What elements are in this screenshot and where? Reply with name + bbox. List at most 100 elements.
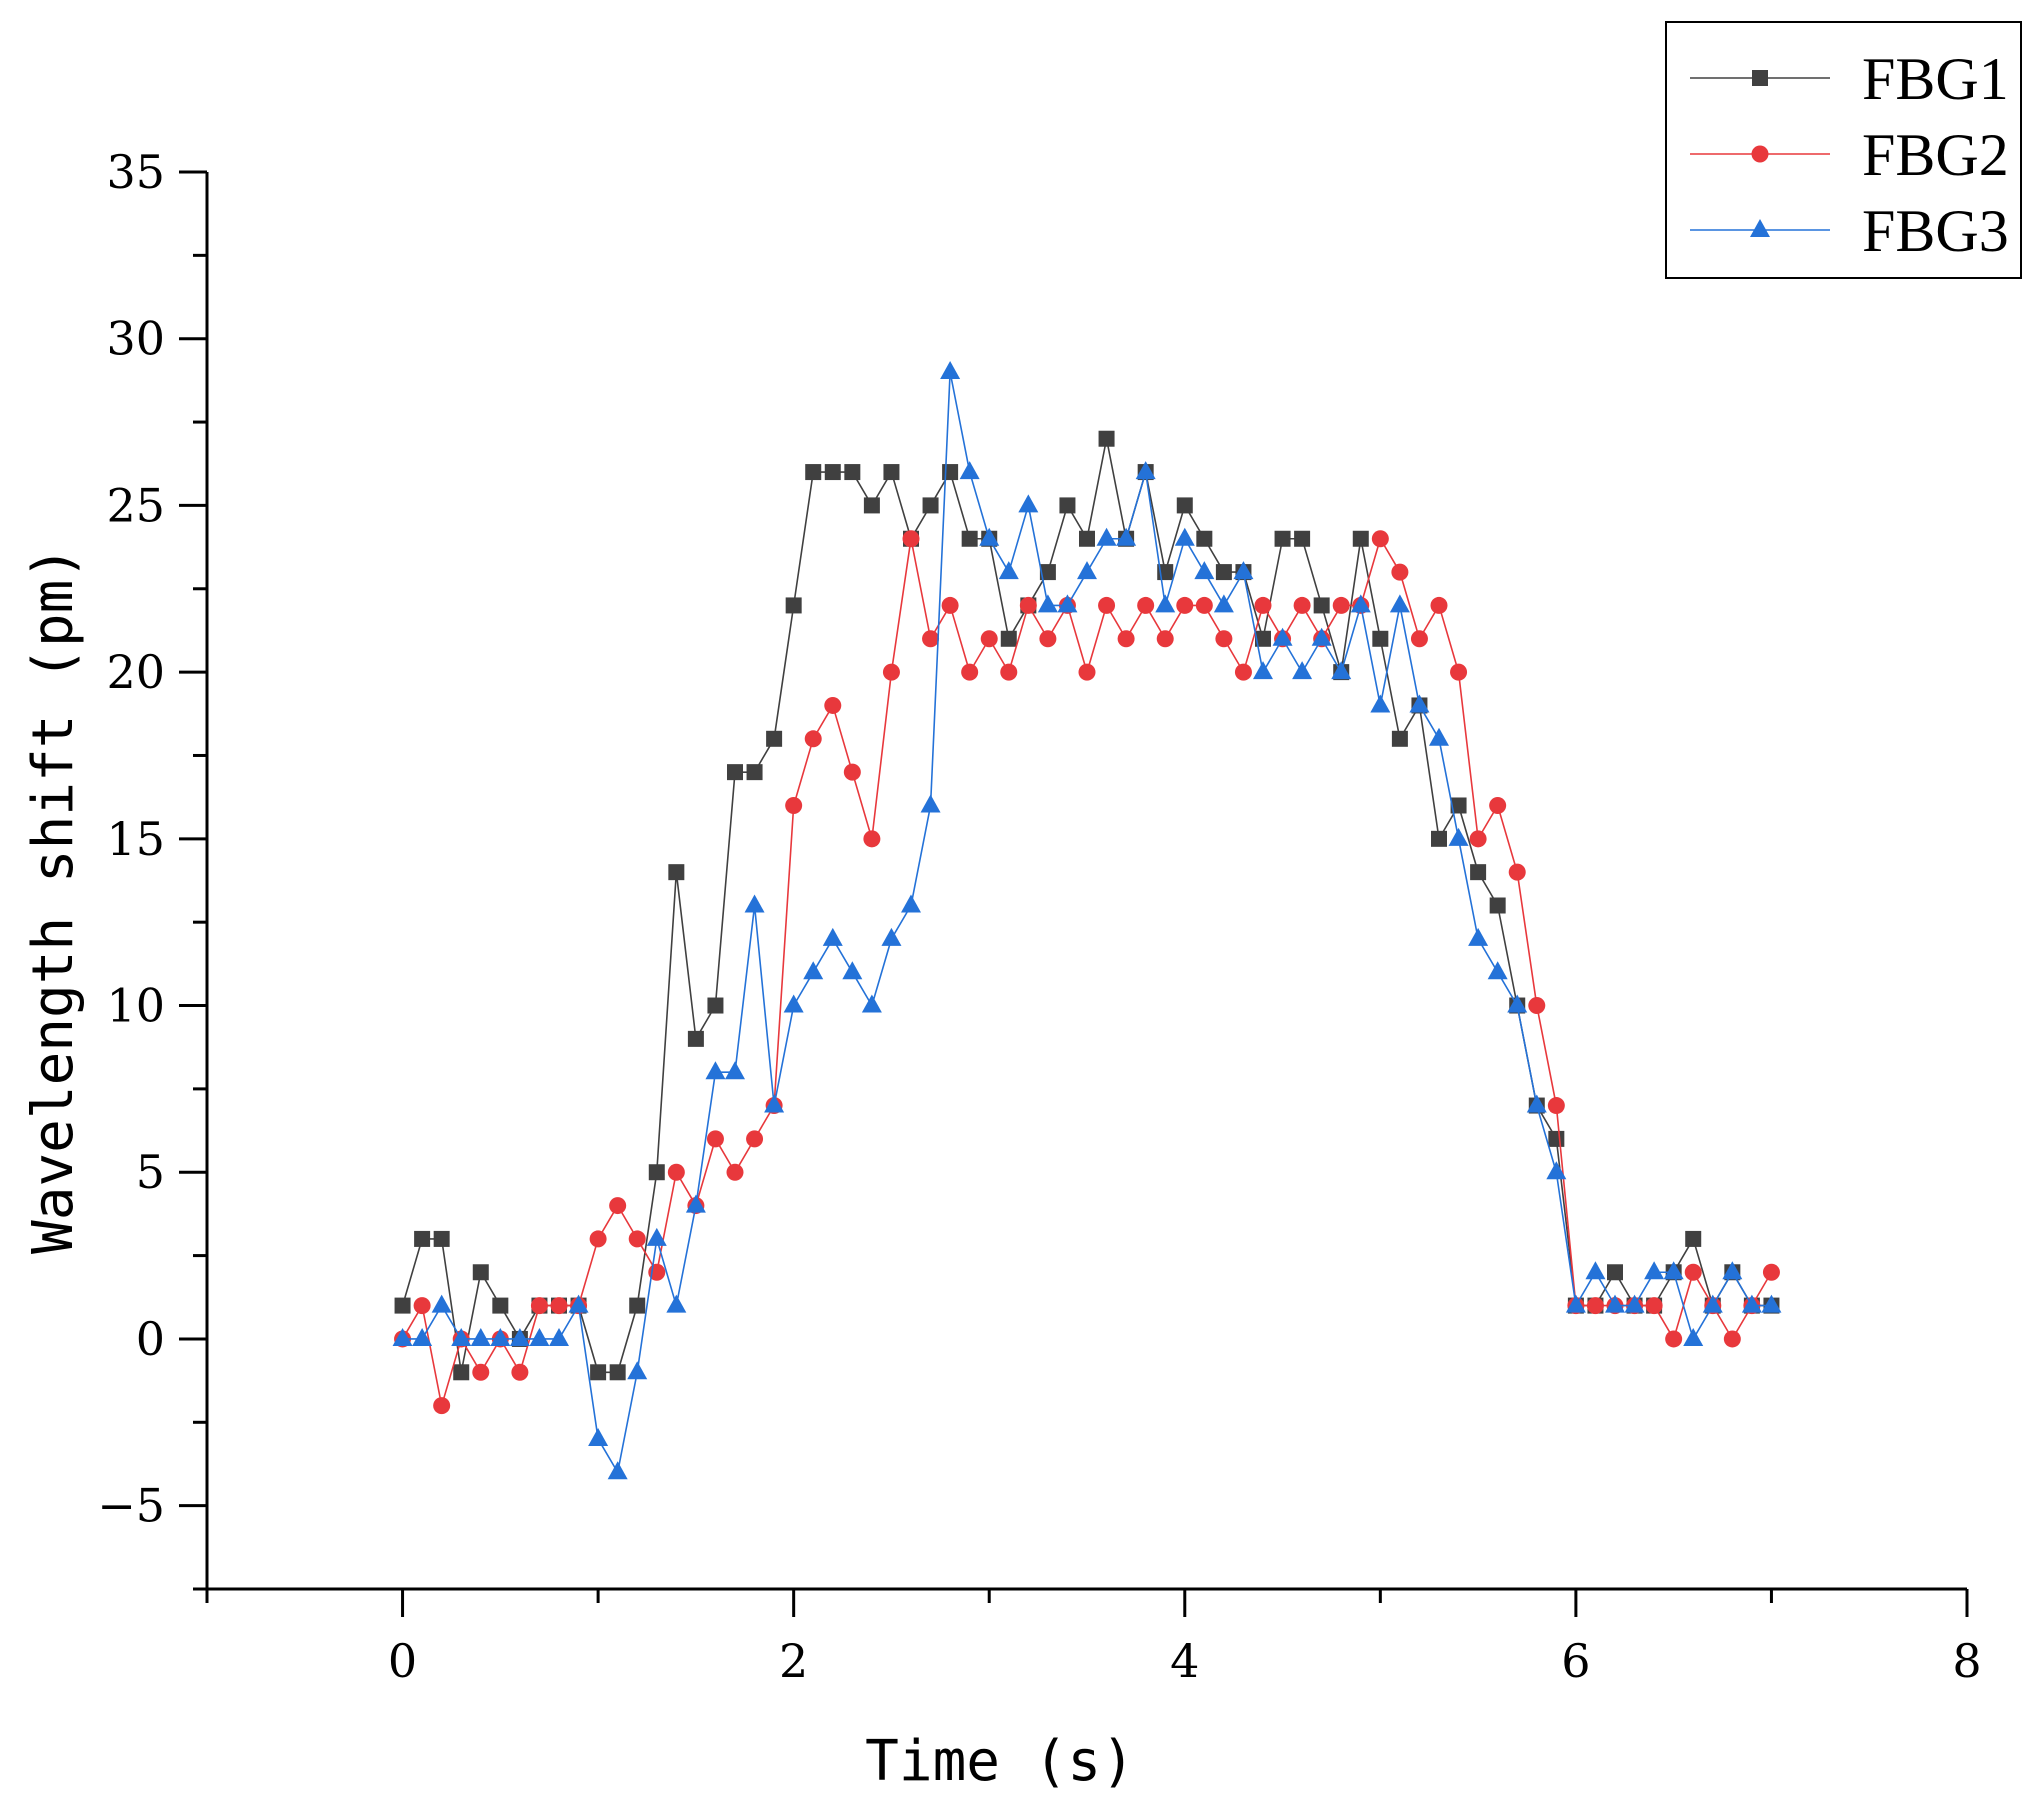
fbg1-point [1470,864,1487,881]
fbg2-point [1000,663,1018,681]
y-tick-label: 20 [106,645,165,699]
fbg3-point [1057,594,1078,613]
fbg3-point [979,527,1000,546]
y-tick-label: 0 [136,1312,165,1366]
x-tick-label: 4 [1170,1634,1199,1688]
fbg1-point [648,1164,665,1181]
y-tick-label: 5 [136,1145,165,1199]
fbg2-point [1430,596,1448,614]
fbg2-point [1489,796,1507,814]
fbg3-point [1429,727,1449,746]
fbg1-point [863,497,880,514]
fbg2-point [1371,530,1389,548]
fbg2-point [785,796,803,814]
fbg2-point [1450,663,1468,681]
fbg3-point [1311,627,1332,646]
fbg3-point [1585,1261,1606,1280]
fbg1-point [1255,630,1271,647]
fbg2-point [1098,596,1116,614]
fbg1-point [414,1230,431,1247]
fbg3-point [490,1327,511,1346]
fbg3-point [1409,694,1430,713]
y-tick-label: 35 [106,145,165,199]
fbg1-point [1000,630,1017,647]
fbg2-point [1019,596,1037,614]
fbg3-point [1683,1327,1704,1346]
fbg3-point [607,1461,628,1480]
fbg3-point [1194,561,1215,580]
fbg3-point [1077,561,1097,580]
series-layer [392,361,1782,1480]
fbg1-point [922,497,939,514]
fbg2-point [1684,1263,1702,1281]
fbg3-point [451,1327,472,1346]
y-tick-label: −5 [97,1479,165,1533]
legend-label-fbg2: FBG2 [1862,122,2009,188]
fbg3-point [1350,594,1371,613]
legend-marker-fbg1 [1752,70,1768,86]
fbg1-point [1391,730,1408,747]
fbg3-point [1272,627,1293,646]
fbg3-point [803,961,824,980]
fbg1-point [433,1230,450,1247]
fbg1-point [1274,530,1291,547]
fbg1-point [629,1297,646,1314]
fbg1-point [590,1364,607,1381]
fbg1-point [961,530,978,547]
fbg2-point [902,530,920,548]
fbg2-point [843,763,861,781]
fbg1-point [805,464,822,481]
fbg1-point [824,464,841,481]
fbg3-point [1624,1294,1645,1313]
fbg3-point [1722,1261,1743,1280]
x-tick-label: 2 [779,1634,808,1688]
fbg3-point [1233,561,1254,580]
fbg2-series [394,530,1780,1415]
y-axis-title: Wavelength shift (pm) [21,546,86,1254]
fbg2-point [1293,596,1311,614]
fbg1-point [727,764,743,781]
fbg3-point [959,461,980,480]
legend-entry-fbg3: FBG3 [1690,198,2009,264]
fbg1-point [1685,1230,1702,1247]
fbg3-point [1761,1294,1782,1313]
x-tick-label: 0 [388,1634,417,1688]
fbg2-point [961,663,979,681]
fbg3-point [744,894,765,913]
fbg1-point [1059,497,1076,514]
fbg3-series [392,361,1782,1480]
fbg3-point [1331,661,1352,680]
fbg1-point [942,464,959,481]
fbg2-point [804,730,822,748]
fbg2-point [433,1397,451,1415]
fbg1-point [1489,897,1506,914]
fbg2-point [863,830,881,848]
fbg3-point [431,1294,452,1313]
y-tick-label: 30 [106,312,165,366]
fbg2-point [609,1197,627,1215]
fbg1-point [1450,797,1467,814]
fbg1-point [1548,1130,1565,1147]
fbg3-point [1292,661,1313,680]
fbg3-point [920,794,941,813]
fbg3-point [725,1061,745,1080]
fbg2-point [1215,630,1233,648]
fbg2-point [1117,630,1135,648]
fbg2-point [1137,596,1155,614]
fbg3-point [1741,1294,1762,1313]
legend-label-fbg1: FBG1 [1862,46,2009,112]
fbg2-point [1410,630,1428,648]
fbg1-point [394,1297,411,1314]
fbg3-point [549,1327,569,1346]
fbg3-point [1174,527,1195,546]
fbg3-point [627,1361,648,1380]
x-tick-label: 8 [1952,1634,1981,1688]
y-tick-label: 10 [106,979,165,1033]
fbg2-point [746,1130,764,1148]
fbg1-point [766,730,783,747]
fbg1-point [1039,564,1056,581]
fbg2-point [1645,1297,1663,1315]
fbg1-point [883,464,900,481]
fbg2-point [1586,1297,1604,1315]
